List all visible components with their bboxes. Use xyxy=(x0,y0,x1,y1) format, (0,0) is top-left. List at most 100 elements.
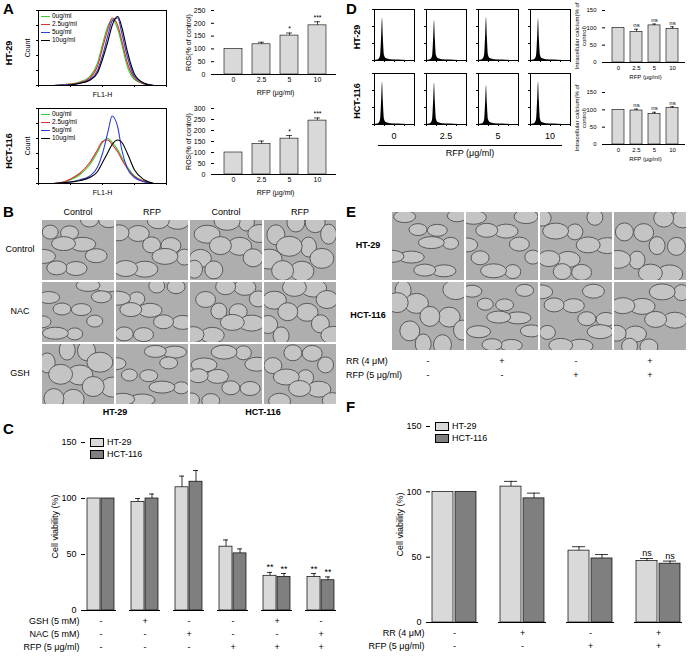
svg-text:100: 100 xyxy=(194,149,206,156)
svg-text:NAC (5 mM): NAC (5 mM) xyxy=(30,629,80,639)
svg-text:2.5: 2.5 xyxy=(632,65,641,71)
svg-text:-: - xyxy=(589,628,592,638)
svg-text:Cell viability (%): Cell viability (%) xyxy=(50,494,60,558)
svg-text:RFP (μg/ml): RFP (μg/ml) xyxy=(629,74,661,80)
svg-text:FL1-H: FL1-H xyxy=(93,91,112,98)
svg-text:200: 200 xyxy=(194,20,206,27)
svg-text:+: + xyxy=(656,628,661,638)
svg-text:ns: ns xyxy=(642,548,652,558)
svg-text:-: - xyxy=(188,616,191,626)
svg-text:150: 150 xyxy=(406,421,421,431)
svg-text:+: + xyxy=(318,642,323,652)
svg-text:0: 0 xyxy=(416,617,421,627)
svg-text:0: 0 xyxy=(71,605,76,615)
svg-text:*: * xyxy=(288,128,291,135)
svg-text:+: + xyxy=(274,642,279,652)
svg-text:0: 0 xyxy=(232,176,236,183)
svg-text:100: 100 xyxy=(586,107,597,113)
svg-text:ROS(% of control): ROS(% of control) xyxy=(185,113,193,170)
svg-text:***: *** xyxy=(313,14,321,21)
svg-text:-: - xyxy=(232,616,235,626)
svg-text:**: ** xyxy=(266,562,274,572)
svg-text:GSH (5 mM): GSH (5 mM) xyxy=(29,616,80,626)
svg-text:+: + xyxy=(274,616,279,626)
svg-text:+: + xyxy=(142,616,147,626)
svg-text:***: *** xyxy=(313,110,321,117)
svg-text:-: - xyxy=(144,642,147,652)
svg-text:*: * xyxy=(288,25,291,32)
svg-text:50: 50 xyxy=(590,42,597,48)
svg-text:0: 0 xyxy=(202,171,206,178)
svg-text:ns: ns xyxy=(669,20,675,26)
svg-text:RFP (5 μg/ml): RFP (5 μg/ml) xyxy=(368,641,424,651)
svg-text:5: 5 xyxy=(653,65,657,71)
svg-text:2.5: 2.5 xyxy=(257,76,267,83)
svg-text:10: 10 xyxy=(669,147,676,153)
svg-text:ns: ns xyxy=(633,102,639,108)
svg-text:ns: ns xyxy=(651,105,657,111)
svg-text:300: 300 xyxy=(194,105,206,112)
svg-text:+: + xyxy=(656,641,661,651)
svg-text:Count: Count xyxy=(24,137,31,156)
svg-text:-: - xyxy=(144,629,147,639)
svg-text:150: 150 xyxy=(61,437,76,447)
svg-text:50: 50 xyxy=(66,549,76,559)
svg-text:2.5: 2.5 xyxy=(257,176,267,183)
svg-text:150: 150 xyxy=(586,7,597,13)
svg-text:**: ** xyxy=(324,567,332,577)
svg-text:**: ** xyxy=(280,564,288,574)
svg-text:0: 0 xyxy=(617,65,621,71)
svg-text:0: 0 xyxy=(202,71,206,78)
svg-text:RFP (μg/ml): RFP (μg/ml) xyxy=(257,189,295,197)
svg-text:+: + xyxy=(318,629,323,639)
svg-text:Cell viability (%): Cell viability (%) xyxy=(395,492,405,556)
svg-text:5: 5 xyxy=(288,176,292,183)
svg-text:-: - xyxy=(521,641,524,651)
svg-text:+: + xyxy=(520,628,525,638)
svg-text:+: + xyxy=(588,641,593,651)
svg-text:-: - xyxy=(453,628,456,638)
svg-text:10: 10 xyxy=(669,65,676,71)
svg-text:-: - xyxy=(100,629,103,639)
svg-text:ns: ns xyxy=(651,17,657,23)
svg-text:150: 150 xyxy=(194,32,206,39)
svg-text:-: - xyxy=(453,641,456,651)
svg-text:-: - xyxy=(232,629,235,639)
svg-text:-: - xyxy=(100,616,103,626)
svg-text:-: - xyxy=(100,642,103,652)
svg-text:RFP (μg/ml): RFP (μg/ml) xyxy=(629,156,661,162)
svg-text:FL1-H: FL1-H xyxy=(93,189,112,196)
svg-text:150: 150 xyxy=(194,138,206,145)
svg-text:5: 5 xyxy=(288,76,292,83)
svg-text:50: 50 xyxy=(590,124,597,130)
svg-text:-: - xyxy=(188,642,191,652)
svg-text:ns: ns xyxy=(633,22,639,28)
svg-text:100: 100 xyxy=(61,493,76,503)
svg-text:5: 5 xyxy=(653,147,657,153)
svg-text:ROS(% of control): ROS(% of control) xyxy=(185,14,193,71)
svg-text:2.5: 2.5 xyxy=(632,147,641,153)
svg-text:200: 200 xyxy=(194,127,206,134)
svg-text:0: 0 xyxy=(593,141,597,147)
svg-text:RFP (5 μg/ml): RFP (5 μg/ml) xyxy=(23,642,79,652)
svg-text:ns: ns xyxy=(669,100,675,106)
svg-text:-: - xyxy=(276,629,279,639)
svg-text:100: 100 xyxy=(586,25,597,31)
svg-text:0: 0 xyxy=(593,59,597,65)
svg-text:RFP (μg/ml): RFP (μg/ml) xyxy=(257,89,295,97)
svg-text:10: 10 xyxy=(314,76,322,83)
svg-text:RR (4 μM): RR (4 μM) xyxy=(383,628,425,638)
svg-text:-: - xyxy=(320,616,323,626)
svg-text:100: 100 xyxy=(406,487,421,497)
svg-text:+: + xyxy=(186,629,191,639)
svg-text:0: 0 xyxy=(232,76,236,83)
svg-text:50: 50 xyxy=(198,160,206,167)
svg-text:**: ** xyxy=(310,564,318,574)
svg-text:10: 10 xyxy=(314,176,322,183)
svg-text:100: 100 xyxy=(194,45,206,52)
svg-text:50: 50 xyxy=(411,552,421,562)
svg-text:+: + xyxy=(230,642,235,652)
svg-text:50: 50 xyxy=(198,58,206,65)
svg-text:150: 150 xyxy=(586,89,597,95)
svg-text:Count: Count xyxy=(24,39,31,58)
